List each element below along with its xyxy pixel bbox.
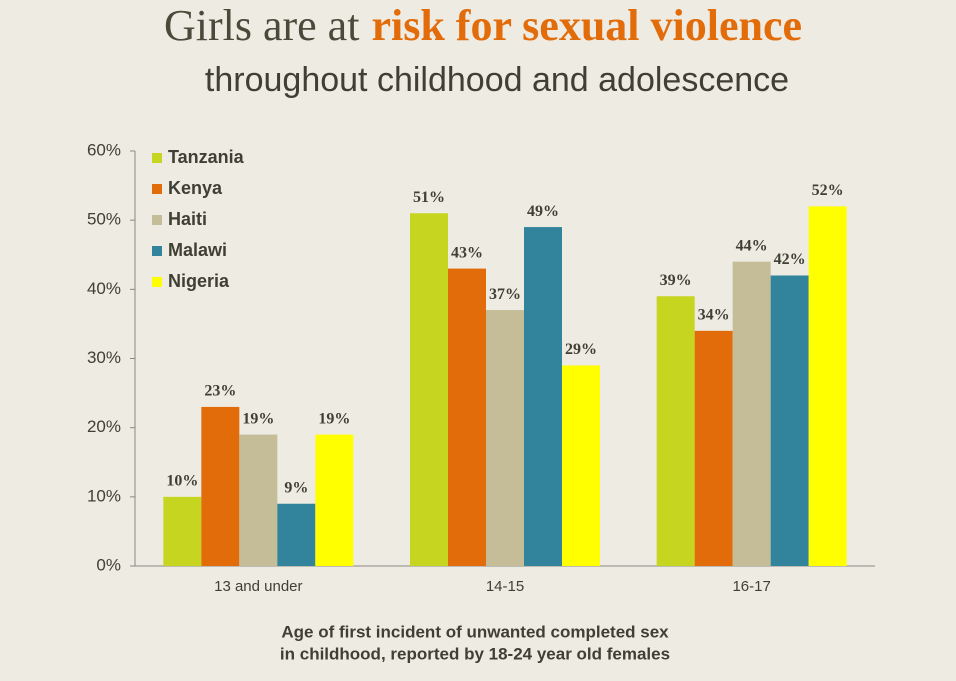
value-label: 51% xyxy=(413,189,445,206)
x-axis-title: Age of first incident of unwanted comple… xyxy=(281,622,669,641)
value-label: 19% xyxy=(242,410,274,427)
bar xyxy=(694,330,733,566)
bar xyxy=(315,434,354,566)
value-label: 43% xyxy=(451,244,483,261)
y-tick-label: 10% xyxy=(87,486,121,505)
legend-label: Malawi xyxy=(168,240,227,260)
legend-swatch xyxy=(152,215,162,225)
y-tick-label: 0% xyxy=(96,555,121,574)
chart-subtitle: throughout childhood and adolescence xyxy=(205,61,789,99)
value-label: 19% xyxy=(318,410,350,427)
legend-swatch xyxy=(152,153,162,163)
value-label: 42% xyxy=(774,251,806,268)
legend-label: Tanzania xyxy=(168,147,245,167)
bar xyxy=(562,365,600,566)
bar xyxy=(448,268,486,566)
value-label: 29% xyxy=(565,341,597,358)
chart-title: Girls are at risk for sexual violence xyxy=(164,1,802,50)
y-tick-label: 60% xyxy=(87,140,121,159)
value-label: 23% xyxy=(204,383,236,400)
value-label: 39% xyxy=(660,272,692,289)
x-tick-label: 13 and under xyxy=(214,578,302,595)
bar xyxy=(239,434,278,566)
value-label: 52% xyxy=(812,182,844,199)
bar xyxy=(770,275,809,566)
y-tick-label: 20% xyxy=(87,417,121,436)
legend-label: Haiti xyxy=(168,209,207,229)
legend-swatch xyxy=(152,184,162,194)
x-tick-label: 16-17 xyxy=(732,578,770,595)
value-label: 44% xyxy=(736,237,768,254)
bar xyxy=(486,310,524,566)
value-label: 49% xyxy=(527,203,559,220)
legend-label: Kenya xyxy=(168,178,223,198)
value-label: 37% xyxy=(489,286,521,303)
title-plain: Girls are at xyxy=(164,1,359,50)
bar xyxy=(201,406,240,566)
legend-label: Nigeria xyxy=(168,271,230,291)
legend-swatch xyxy=(152,277,162,287)
bar xyxy=(410,213,448,566)
bar xyxy=(808,206,847,567)
value-label: 10% xyxy=(166,473,198,490)
y-tick-label: 50% xyxy=(87,210,121,229)
value-label: 9% xyxy=(284,479,308,496)
y-tick-label: 40% xyxy=(87,279,121,298)
bar xyxy=(524,227,562,567)
title-highlight: risk for sexual violence xyxy=(371,1,802,50)
bar xyxy=(277,503,316,566)
bar xyxy=(732,261,771,566)
bar xyxy=(656,296,695,566)
y-tick-label: 30% xyxy=(87,348,121,367)
value-label: 34% xyxy=(698,307,730,324)
legend-swatch xyxy=(152,246,162,256)
x-axis-title: in childhood, reported by 18-24 year old… xyxy=(280,644,670,663)
bar xyxy=(163,496,202,566)
x-tick-label: 14-15 xyxy=(486,578,524,595)
